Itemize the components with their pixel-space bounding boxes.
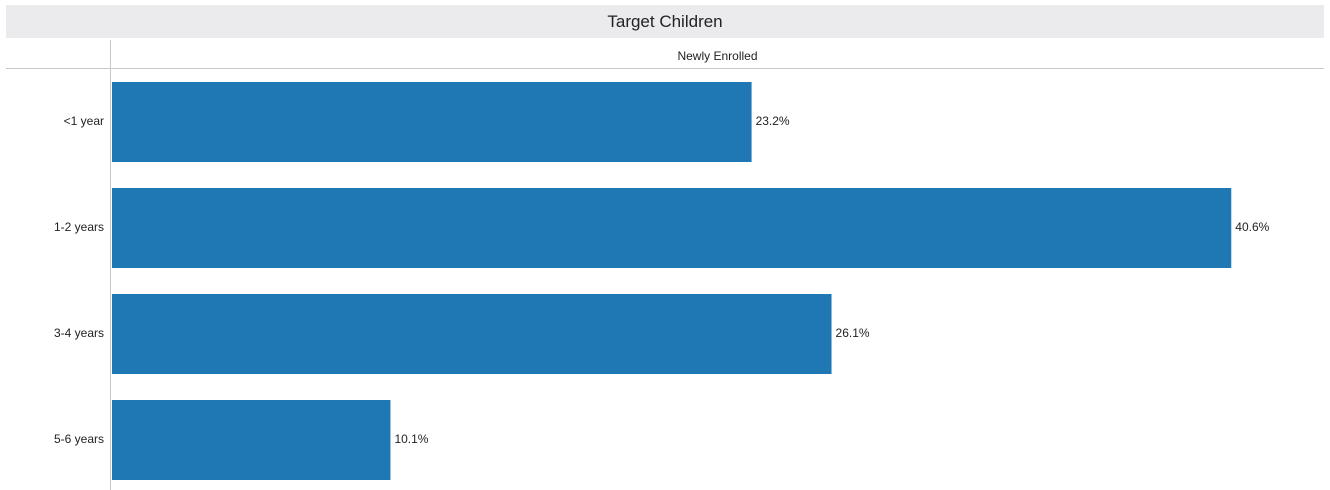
value-label-1: 40.6% — [1235, 220, 1269, 234]
bar-3[interactable] — [112, 400, 391, 480]
chart-title: Target Children — [6, 5, 1324, 38]
category-label-2: 3-4 years — [54, 326, 104, 340]
bar-2[interactable] — [112, 294, 832, 374]
bar-0[interactable] — [112, 82, 752, 162]
value-label-3: 10.1% — [394, 432, 428, 446]
value-label-2: 26.1% — [836, 326, 870, 340]
column-header: Newly Enrolled — [677, 49, 758, 63]
value-label-0: 23.2% — [756, 114, 790, 128]
category-label-0: <1 year — [64, 114, 104, 128]
category-axis-line — [110, 40, 111, 490]
category-label-1: 1-2 years — [54, 220, 104, 234]
header-divider — [6, 68, 1324, 69]
bar-1[interactable] — [112, 188, 1232, 268]
category-label-3: 5-6 years — [54, 432, 104, 446]
